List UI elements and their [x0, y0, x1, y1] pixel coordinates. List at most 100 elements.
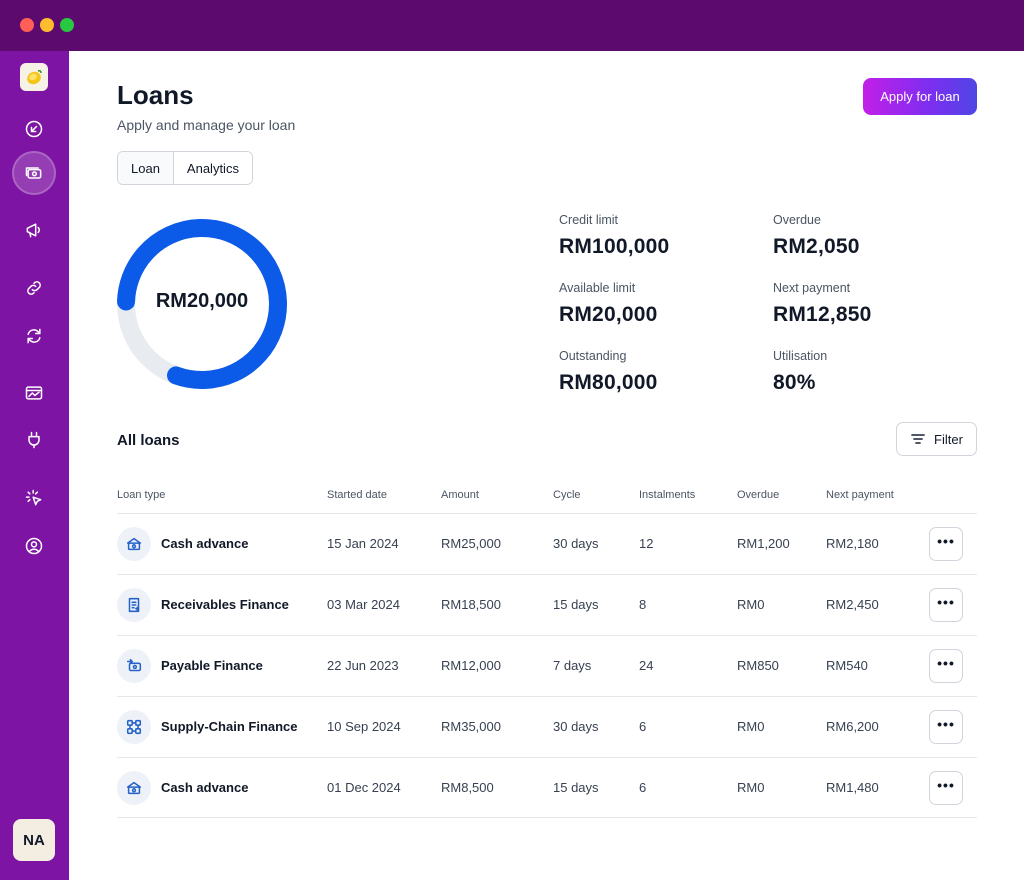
sidebar: NA	[0, 51, 69, 880]
loan-type-badge	[117, 771, 151, 805]
all-loans-title: All loans	[117, 432, 180, 449]
started-date: 15 Jan 2024	[327, 536, 399, 551]
overdue: RM0	[737, 780, 765, 795]
row-actions-button[interactable]: •••	[929, 527, 963, 561]
sidebar-item-marketing[interactable]	[14, 210, 54, 250]
amount: RM8,500	[441, 780, 494, 795]
amount: RM18,500	[441, 597, 501, 612]
loan-type-badge	[117, 649, 151, 683]
close-window-button[interactable]	[20, 18, 34, 32]
donut-center-value: RM20,000	[155, 290, 249, 312]
stat-label: Credit limit	[559, 213, 619, 227]
more-dots-icon: •••	[937, 533, 955, 549]
sidebar-item-payments[interactable]	[14, 109, 54, 149]
link-icon	[27, 281, 41, 295]
cash-advance-icon	[126, 537, 142, 551]
lemon-logo-icon	[27, 70, 42, 85]
instalments: 8	[639, 597, 647, 612]
tab-loan[interactable]: Loan	[118, 152, 173, 184]
loan-type-badge	[117, 588, 151, 622]
sync-icon	[27, 328, 41, 344]
user-circle-icon	[25, 537, 43, 555]
next-payment: RM6,200	[826, 719, 879, 734]
loan-type: Supply-Chain Finance	[161, 719, 298, 734]
sidebar-item-integrations[interactable]	[14, 420, 54, 460]
stat-credit-limit: Credit limit RM100,000	[559, 213, 669, 259]
overdue: RM850	[737, 658, 779, 673]
row-actions-button[interactable]: •••	[929, 771, 963, 805]
zoom-window-button[interactable]	[60, 18, 74, 32]
next-payment: RM2,450	[826, 597, 879, 612]
overdue: RM0	[737, 719, 765, 734]
table-row[interactable]: Receivables Finance 03 Mar 2024 RM18,500…	[117, 574, 977, 635]
instalments: 12	[639, 536, 654, 551]
instalments: 24	[639, 658, 654, 673]
more-dots-icon: •••	[937, 777, 955, 793]
cash-advance-icon	[126, 781, 142, 795]
next-payment: RM2,180	[826, 536, 879, 551]
sidebar-item-reports[interactable]	[14, 373, 54, 413]
loan-type-badge	[117, 527, 151, 561]
sidebar-item-sync[interactable]	[14, 316, 54, 356]
row-actions-button[interactable]: •••	[929, 649, 963, 683]
amount: RM25,000	[441, 536, 501, 551]
stat-next-payment: Next payment RM12,850	[773, 281, 872, 327]
filter-label: Filter	[934, 431, 963, 447]
table-row[interactable]: Cash advance 15 Jan 2024 RM25,000 30 day…	[117, 513, 977, 574]
cycle: 30 days	[553, 719, 599, 734]
sidebar-item-links[interactable]	[14, 268, 54, 308]
loan-type-badge	[117, 710, 151, 744]
table-row[interactable]: Payable Finance 22 Jun 2023 RM12,000 7 d…	[117, 635, 977, 696]
app-logo[interactable]	[20, 63, 48, 91]
cash-icon	[25, 167, 42, 179]
column-header-next-payment[interactable]: Next payment	[826, 489, 894, 501]
stat-value: RM12,850	[773, 303, 872, 326]
stat-overdue: Overdue RM2,050	[773, 213, 860, 259]
stat-value: RM80,000	[559, 371, 658, 394]
stat-label: Available limit	[559, 281, 636, 295]
window-titlebar	[0, 0, 1024, 51]
column-header-loan-type[interactable]: Loan type	[117, 489, 166, 501]
sidebar-item-tracking[interactable]	[14, 478, 54, 518]
row-actions-button[interactable]: •••	[929, 710, 963, 744]
amount: RM12,000	[441, 658, 501, 673]
chart-card-icon	[25, 386, 43, 400]
page-title: Loans	[117, 80, 194, 110]
column-header-overdue[interactable]: Overdue	[737, 489, 780, 501]
stat-value: 80%	[773, 371, 816, 394]
minimize-window-button[interactable]	[40, 18, 54, 32]
stat-available-limit: Available limit RM20,000	[559, 281, 658, 327]
arrow-down-left-icon	[25, 120, 43, 138]
receivables-icon	[128, 597, 140, 613]
page-subtitle: Apply and manage your loan	[117, 117, 296, 133]
donut-fill	[117, 219, 287, 389]
tab-analytics[interactable]: Analytics	[172, 152, 252, 184]
utilisation-donut-chart	[117, 219, 287, 389]
column-header-instalments[interactable]: Instalments	[639, 489, 696, 501]
table-row[interactable]: Supply-Chain Finance 10 Sep 2024 RM35,00…	[117, 696, 977, 757]
stat-value: RM20,000	[559, 303, 658, 326]
overdue: RM1,200	[737, 536, 790, 551]
row-actions-button[interactable]: •••	[929, 588, 963, 622]
started-date: 03 Mar 2024	[327, 597, 400, 612]
column-header-amount[interactable]: Amount	[441, 489, 479, 501]
column-header-started-date[interactable]: Started date	[327, 489, 387, 501]
user-avatar[interactable]: NA	[13, 819, 55, 861]
loan-type: Payable Finance	[161, 658, 263, 673]
stat-label: Next payment	[773, 281, 851, 295]
filter-button[interactable]: Filter	[896, 422, 977, 456]
next-payment: RM1,480	[826, 780, 879, 795]
cycle: 15 days	[553, 597, 599, 612]
apply-for-loan-button[interactable]: Apply for loan	[863, 78, 977, 115]
sidebar-item-account[interactable]	[14, 526, 54, 566]
megaphone-icon	[26, 223, 41, 238]
column-header-cycle[interactable]: Cycle	[553, 489, 581, 501]
started-date: 22 Jun 2023	[327, 658, 399, 673]
next-payment: RM540	[826, 658, 868, 673]
table-row[interactable]: Cash advance 01 Dec 2024 RM8,500 15 days…	[117, 757, 977, 818]
more-dots-icon: •••	[937, 716, 955, 732]
loan-type: Receivables Finance	[161, 597, 289, 612]
instalments: 6	[639, 719, 647, 734]
sidebar-item-loans[interactable]	[14, 153, 54, 193]
stat-value: RM2,050	[773, 235, 860, 258]
